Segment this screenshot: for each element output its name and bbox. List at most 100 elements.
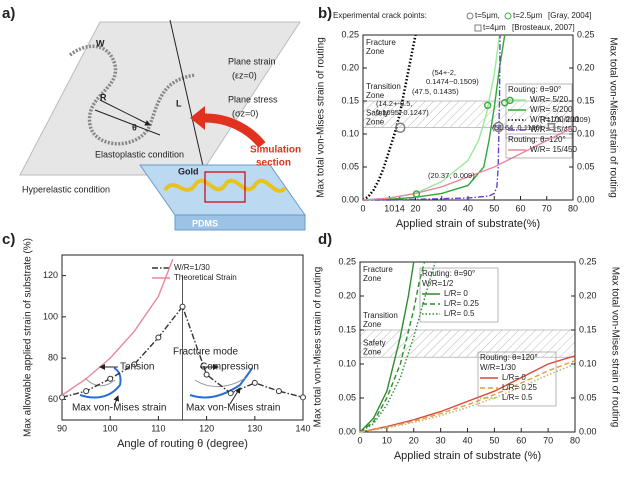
annotation: 0.1095~0.1247)	[376, 108, 429, 117]
legend-text: W/R= 5/20	[530, 95, 569, 104]
legend-text: t=2.5μm	[513, 11, 543, 20]
legend-text: Routing: θ=120°	[508, 135, 566, 144]
annotation-arrow	[229, 387, 241, 405]
theta-line	[94, 109, 161, 136]
legend-text: Routing: θ=120°	[480, 353, 538, 362]
x-tick-label: 30	[436, 435, 446, 445]
x-tick-label: 20	[409, 435, 419, 445]
series-marker	[275, 388, 282, 395]
legend-box	[419, 267, 499, 323]
legend-text: W/R= 5/200	[530, 105, 573, 114]
x-tick-label: 10	[384, 203, 394, 213]
r-arrow	[99, 99, 151, 126]
x-tick-label: 80	[570, 435, 580, 445]
crack-point	[395, 122, 406, 133]
y-tick-label: 0.15	[341, 95, 359, 105]
series-marker	[107, 375, 114, 382]
legend-text: W/R=1/2	[422, 279, 454, 288]
y-tick-label: 0.25	[341, 29, 359, 39]
y2-axis-label: Max total von-Mises strain of routing	[609, 267, 620, 428]
series-marker	[83, 388, 90, 395]
annotation: (14.2+-0.5,	[376, 99, 412, 108]
y2-tick-label: 0.25	[579, 256, 597, 266]
legend-marker	[466, 12, 474, 20]
legend-text: W/R=1/30	[480, 363, 516, 372]
series-line	[359, 261, 415, 433]
plane-strain: Plane strain	[228, 56, 276, 66]
sim-arrow	[204, 113, 266, 148]
gold-routing	[163, 178, 287, 193]
zone-label: Safety	[366, 109, 389, 118]
sim-section	[204, 171, 246, 203]
legend-box	[477, 351, 557, 407]
annotation: (47.5, 0.1435)	[412, 87, 459, 96]
elastoplastic-label: Elastoplastic condition	[95, 149, 184, 159]
series-line	[61, 258, 174, 396]
annotation: (54+-2,	[432, 68, 456, 77]
zone-label: Fracture	[363, 265, 393, 274]
panel-a: a) W R L θ Plane strain (εz=0) Plane str…	[2, 5, 306, 231]
annotation: Fracture mode	[173, 347, 238, 358]
zone-label: Safety	[363, 338, 386, 347]
x-axis-label: Applied strain of substrate (%)	[394, 450, 541, 462]
legend-text: L/R= 0.5	[502, 393, 533, 402]
annotation-arrow	[113, 395, 120, 405]
x-tick-label: 40	[462, 435, 472, 445]
legend-text: t=5μm,	[475, 11, 500, 20]
zone-label: Fracture	[366, 38, 396, 47]
zone-label: Zone	[363, 274, 382, 283]
y-tick-label: 0.10	[341, 128, 359, 138]
x-tick-label: 50	[489, 435, 499, 445]
crack-point	[506, 96, 514, 105]
x-tick-label: 60	[516, 435, 526, 445]
panel-c-insets	[79, 367, 253, 399]
inset-right	[189, 367, 253, 399]
x-tick-label: 100	[103, 423, 118, 433]
y2-tick-label: 0.15	[577, 95, 595, 105]
symmetry-line	[169, 19, 206, 176]
transition-band	[359, 329, 576, 358]
sim-arrowhead	[190, 106, 205, 130]
x-tick-label: 30	[437, 203, 447, 213]
x-tick-label: 0	[357, 435, 362, 445]
crack-point	[412, 190, 421, 198]
inset-right-ghost	[194, 377, 246, 387]
zone-label: Zone	[366, 91, 385, 100]
legend-text: W/R= 15/450	[530, 145, 577, 154]
y-tick-label: 60	[48, 394, 58, 404]
x-tick-label: 10	[382, 435, 392, 445]
series-line	[359, 355, 576, 433]
y2-axis-label: Max total von-Mises strain of routing	[607, 37, 618, 198]
y2-tick-label: 0.05	[579, 392, 597, 402]
y2-tick-label: 0.25	[577, 29, 595, 39]
series-marker	[131, 361, 138, 368]
annotation: 0.1474~0.1509)	[426, 77, 479, 86]
y-tick-label: 0.15	[338, 324, 356, 334]
zone-label: Zone	[363, 320, 382, 329]
annotation: (51.64, 0.1106)	[492, 123, 543, 132]
theta-label: θ	[132, 122, 137, 132]
annotation: Compression	[200, 362, 259, 373]
y2-tick-label: 0.05	[577, 161, 595, 171]
zone-label: Transition	[363, 311, 398, 320]
panel-label: c)	[2, 231, 15, 248]
y-tick-label: 0.05	[341, 161, 359, 171]
y-tick-label: 120	[43, 270, 58, 280]
series-line	[362, 34, 506, 201]
points-title: Experimental crack points:	[333, 11, 427, 20]
series-line	[363, 34, 501, 201]
x-tick-label: 140	[295, 423, 310, 433]
r-label: R	[100, 92, 107, 102]
annotation: Max von-Mises strain	[72, 403, 166, 414]
series-marker	[155, 334, 162, 341]
citation: [Brosteaux, 2007]	[512, 23, 575, 32]
y2-tick-label: 0.10	[577, 128, 595, 138]
x-tick-label: 20	[410, 203, 420, 213]
x-tick-label: 130	[247, 423, 262, 433]
y-tick-label: 0.05	[338, 392, 356, 402]
y2-tick-label: 0.15	[579, 324, 597, 334]
y2-tick-label: 0.10	[579, 358, 597, 368]
panel-label: a)	[2, 5, 15, 22]
x-tick-label: 60	[515, 203, 525, 213]
y-tick-label: 0.20	[341, 62, 359, 72]
